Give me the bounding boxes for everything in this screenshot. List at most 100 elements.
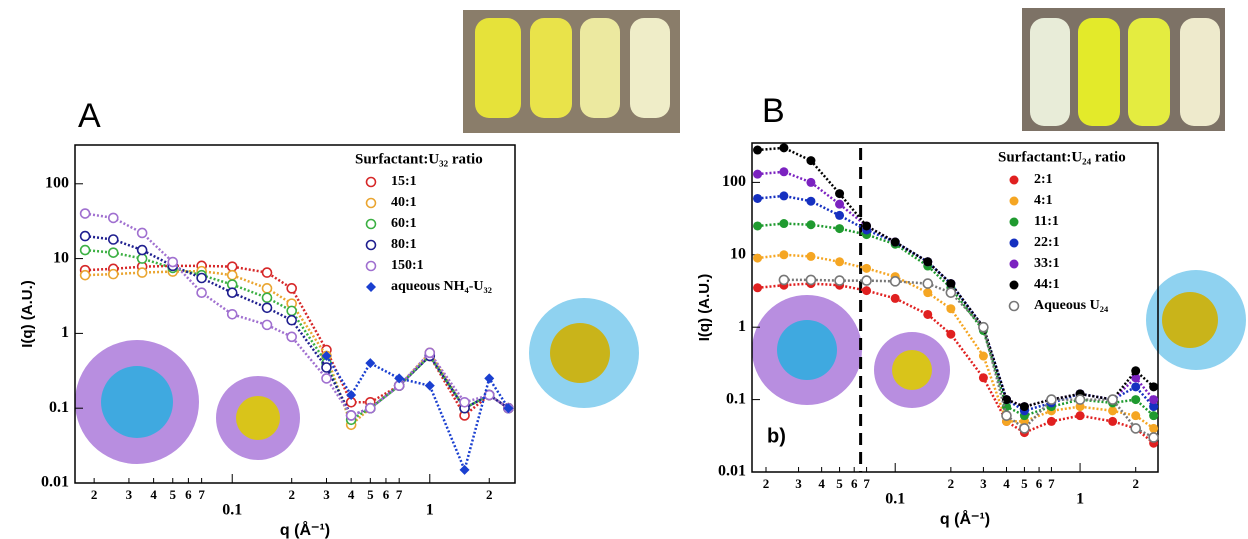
data-point bbox=[922, 278, 934, 289]
x-tick-label: 2 bbox=[91, 487, 98, 502]
data-point bbox=[261, 292, 273, 304]
x-tick-label: 7 bbox=[863, 476, 870, 491]
legend-marker bbox=[1009, 238, 1019, 248]
data-point bbox=[753, 283, 763, 293]
data-point bbox=[890, 237, 900, 247]
x-tick-label: 2 bbox=[1132, 476, 1139, 491]
data-point bbox=[261, 283, 273, 294]
data-point bbox=[779, 143, 789, 153]
data-point bbox=[862, 263, 872, 273]
data-point bbox=[79, 269, 91, 281]
y-tick-label: 10 bbox=[730, 245, 746, 262]
data-point bbox=[862, 221, 872, 231]
x-tick-label: 0.1 bbox=[222, 502, 242, 519]
data-point bbox=[286, 331, 297, 343]
legend-marker bbox=[1009, 280, 1019, 290]
legend-label: 4:1 bbox=[1034, 193, 1053, 208]
photo-a bbox=[463, 10, 680, 133]
plot-frame bbox=[751, 142, 1159, 473]
legend-marker bbox=[1009, 196, 1019, 206]
legend-marker bbox=[1009, 217, 1019, 227]
data-point bbox=[321, 350, 332, 361]
y-tick-label: 10 bbox=[53, 249, 69, 266]
x-tick-label: 3 bbox=[980, 476, 987, 491]
data-point bbox=[862, 286, 872, 296]
data-point bbox=[779, 191, 789, 201]
x-tick-label: 1 bbox=[1076, 491, 1084, 508]
legend-label: 2:1 bbox=[1034, 172, 1053, 187]
data-point bbox=[1149, 402, 1159, 412]
series-line bbox=[84, 248, 510, 422]
annotation: b) bbox=[767, 425, 786, 447]
x-tick-label: 3 bbox=[126, 487, 133, 502]
data-point bbox=[1131, 382, 1141, 392]
x-tick-label: 5 bbox=[367, 487, 374, 502]
data-point bbox=[753, 193, 763, 203]
data-point bbox=[923, 257, 933, 267]
y-tick-label: 100 bbox=[722, 173, 746, 190]
series-line bbox=[325, 355, 510, 474]
data-point bbox=[136, 267, 148, 278]
data-point bbox=[365, 358, 376, 369]
series-line bbox=[84, 234, 510, 418]
data-point bbox=[261, 302, 273, 314]
legend-marker bbox=[1008, 300, 1020, 312]
data-point bbox=[394, 373, 405, 384]
data-point bbox=[753, 169, 763, 179]
legend-marker bbox=[1009, 259, 1019, 269]
data-point bbox=[805, 274, 817, 286]
data-point bbox=[1074, 394, 1086, 405]
data-point bbox=[226, 287, 238, 298]
data-point bbox=[1107, 394, 1118, 405]
panel-label: B bbox=[762, 92, 785, 130]
data-point bbox=[107, 247, 119, 258]
data-point bbox=[261, 319, 273, 331]
data-point bbox=[321, 373, 332, 384]
data-point bbox=[196, 272, 207, 284]
data-point bbox=[484, 373, 495, 384]
data-point bbox=[346, 390, 357, 401]
data-point bbox=[1075, 411, 1085, 421]
data-point bbox=[834, 275, 845, 286]
x-tick-label: 4 bbox=[150, 487, 157, 502]
plot-frame bbox=[74, 144, 516, 484]
data-point bbox=[226, 269, 238, 281]
data-point bbox=[1148, 432, 1159, 443]
legend-label: 150:1 bbox=[391, 258, 424, 273]
y-axis-label: I(q) (A.U.) bbox=[19, 280, 36, 347]
data-point bbox=[806, 220, 816, 230]
x-tick-label: 3 bbox=[795, 476, 802, 491]
legend-marker bbox=[365, 218, 377, 230]
data-point bbox=[753, 221, 763, 231]
data-point bbox=[286, 305, 297, 317]
photo-b bbox=[1022, 8, 1225, 131]
x-tick-label: 0.1 bbox=[885, 491, 905, 508]
data-point bbox=[1108, 416, 1118, 426]
series-line bbox=[757, 146, 1155, 408]
x-tick-label: 4 bbox=[818, 476, 825, 491]
data-point bbox=[424, 347, 436, 359]
x-tick-label: 5 bbox=[170, 487, 177, 502]
data-point bbox=[835, 189, 845, 199]
data-point bbox=[459, 464, 470, 475]
legend-marker bbox=[365, 239, 377, 251]
x-tick-label: 6 bbox=[1036, 476, 1043, 491]
data-point bbox=[835, 224, 845, 234]
data-point bbox=[107, 268, 119, 280]
data-point bbox=[779, 219, 789, 229]
data-point bbox=[459, 396, 470, 408]
x-tick-label: 7 bbox=[396, 487, 403, 502]
micelle-illustration bbox=[75, 270, 1246, 464]
legend-title: Surfactant:U₂₄ ratio bbox=[998, 149, 1126, 165]
data-point bbox=[861, 275, 872, 286]
y-tick-label: 1 bbox=[738, 318, 746, 335]
y-axis-label: I(q) (A.U.) bbox=[696, 274, 713, 341]
data-point bbox=[1131, 366, 1141, 376]
data-point bbox=[753, 145, 763, 155]
y-tick-label: 0.1 bbox=[726, 390, 746, 407]
data-point bbox=[779, 167, 789, 177]
data-point bbox=[946, 279, 956, 289]
data-point bbox=[806, 251, 816, 261]
x-tick-label: 6 bbox=[851, 476, 858, 491]
x-tick-label: 6 bbox=[185, 487, 192, 502]
